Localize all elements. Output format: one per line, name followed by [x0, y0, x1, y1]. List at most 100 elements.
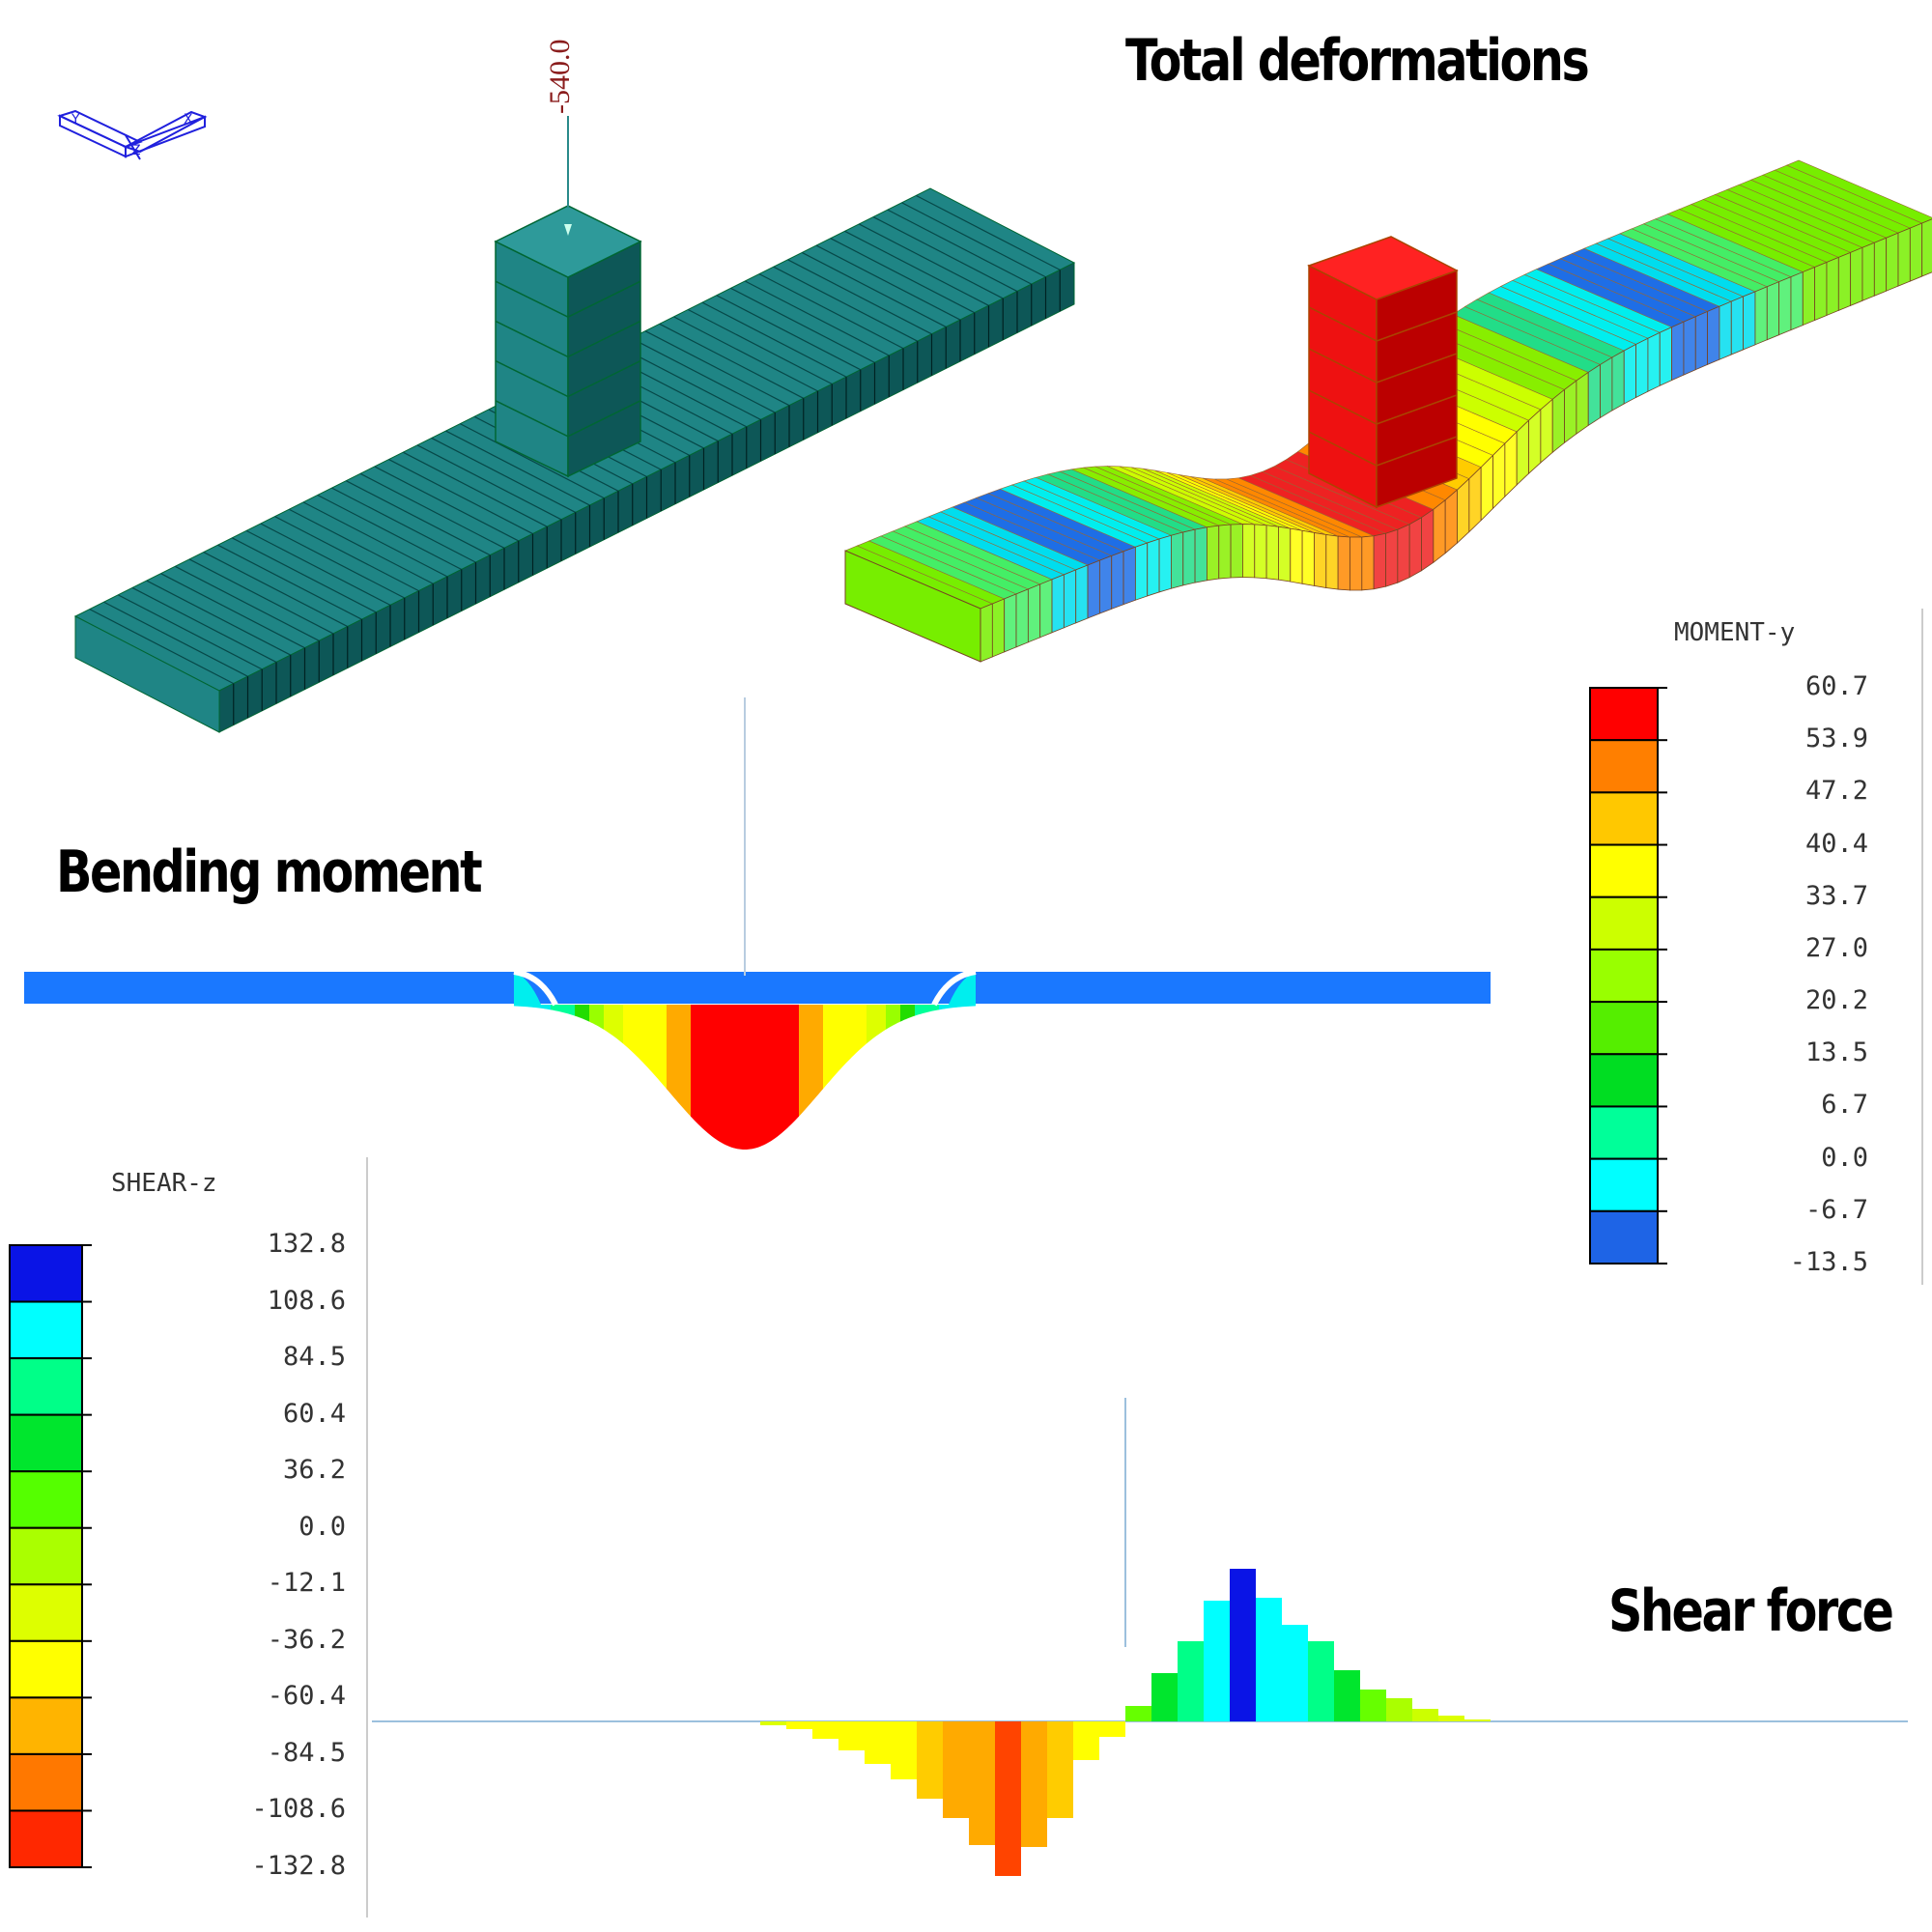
legend-tick-label: 84.5 [282, 1342, 346, 1373]
beam-mesh-line [773, 266, 919, 342]
undeformed-beam-model [73, 187, 1076, 733]
beam-mesh-line [146, 580, 292, 656]
legend-tick-label: -132.8 [251, 1851, 346, 1881]
legend-color-swatch [9, 1809, 83, 1869]
deformed-beam-side-segment [1134, 542, 1149, 601]
beam-mesh-line [402, 451, 548, 527]
deformed-beam-side-segment [1861, 242, 1875, 301]
deformed-beam-side-segment [1421, 508, 1435, 572]
beam-mesh-line [716, 295, 862, 371]
deformed-beam-side-segment [1683, 316, 1696, 376]
legend-color-swatch [9, 1244, 83, 1303]
deformed-beam-side-segment [1778, 276, 1792, 336]
legend-tick-label: -12.1 [267, 1568, 346, 1599]
deformed-beam-side-segment [1468, 466, 1482, 533]
moment-diagram-band [691, 1005, 799, 1150]
deformed-beam-side-segment [1826, 256, 1839, 317]
deformed-beam-side-segment [1921, 218, 1932, 277]
beam-mesh-line [345, 480, 491, 556]
shear-bar-positive [1360, 1690, 1386, 1721]
deformed-beam-side-segment [1457, 477, 1470, 544]
shear-bar-negative [1021, 1721, 1047, 1847]
beam-end-face [74, 615, 220, 733]
legend-tick-label: -36.2 [267, 1624, 346, 1655]
shear-bar-positive [1412, 1709, 1438, 1721]
legend-color-swatch [1589, 895, 1659, 951]
legend-color-swatch [1589, 1105, 1659, 1160]
legend-tick-label: 36.2 [282, 1455, 346, 1486]
beam-mesh-line [131, 586, 277, 663]
deformed-column-right-face [1376, 269, 1458, 509]
deformed-beam-side-segment [1551, 388, 1565, 454]
deformed-column-mesh-line [1308, 306, 1458, 342]
legend-color-swatch [1589, 1001, 1659, 1056]
beam-mesh-line [416, 444, 562, 521]
shear-bar-positive [1464, 1719, 1491, 1721]
deformed-beam-side-segment [1909, 222, 1923, 282]
shear-bar-positive [1438, 1716, 1464, 1721]
shear-bar-negative [969, 1721, 995, 1845]
legend-tick-label: 47.2 [1804, 776, 1868, 807]
shear-bar-negative [995, 1721, 1021, 1876]
deformed-beam-side-segment [1587, 363, 1601, 427]
deformed-beam-side-segment [1039, 579, 1053, 639]
legend-color-swatch [1589, 739, 1659, 794]
beam-mesh-line [459, 423, 605, 499]
shear-bar-negative [760, 1721, 786, 1725]
legend-color-swatch [9, 1752, 83, 1812]
shear-force-title: Shear force [1608, 1577, 1894, 1645]
legend-tick-label: -84.5 [267, 1737, 346, 1768]
deformed-beam-side-segment [1098, 554, 1113, 614]
shear-bar-positive [1178, 1641, 1204, 1721]
deformed-beam-side-segment [1730, 296, 1744, 355]
deformed-beam-side-segment [1158, 534, 1172, 593]
moment-diagram-band [939, 1005, 976, 1010]
deformed-beam-side-segment [1873, 237, 1888, 297]
beam-mesh-line [374, 466, 520, 542]
beam-mesh-line [730, 287, 875, 363]
beam-mesh-line [630, 337, 776, 413]
legend-color-swatch [1589, 1053, 1659, 1108]
moment-diagram-band [867, 1005, 886, 1044]
axis-triad-icon: Y X Z [57, 109, 208, 160]
deformed-beam-side-segment [1122, 546, 1136, 606]
deformed-beam-side-segment [1230, 524, 1243, 579]
column-top-face [494, 205, 642, 278]
shear-bar-positive [1386, 1698, 1412, 1721]
load-arrow-icon [564, 224, 572, 236]
beam-mesh-line [160, 573, 305, 649]
beam-mesh-line [701, 301, 847, 378]
deformed-beam-side-segment [1694, 310, 1708, 371]
column-left-face [495, 240, 569, 478]
shear-bar-positive [1125, 1706, 1151, 1721]
deformed-column-top-face [1307, 236, 1459, 300]
beam-mesh-line [217, 544, 362, 620]
shear-bar-positive [1282, 1625, 1308, 1721]
deformed-beam-side-segment [1242, 524, 1256, 579]
legend-tick-label: 0.0 [298, 1511, 346, 1542]
legend-tick-label: 0.0 [1821, 1142, 1868, 1173]
column-mesh-line [495, 320, 641, 358]
deformed-beam-side-segment [1671, 321, 1685, 382]
deformed-beam-side-segment [1576, 371, 1589, 435]
deformed-beam-side-segment [1492, 442, 1506, 510]
deformed-beam-side-segment [1837, 251, 1852, 311]
moment-legend-colorbar [1589, 687, 1667, 1265]
legend-tick-label: 108.6 [267, 1285, 346, 1316]
beam-mesh-line [174, 565, 320, 641]
deformed-beam-side-segment [1218, 524, 1232, 580]
deformed-beam-side-segment [1111, 551, 1124, 610]
beam-mesh-line [915, 194, 1061, 270]
axis-z-label: Z [131, 143, 141, 158]
beam-mesh-line [673, 316, 818, 392]
beam-mesh-line [274, 516, 419, 592]
deformed-beam-side-segment [1051, 574, 1065, 634]
legend-tick-label: 60.4 [282, 1398, 346, 1429]
shear-bar-negative [812, 1721, 838, 1739]
deformed-beam-side-segment [1015, 588, 1029, 648]
shear-bar-negative [917, 1721, 943, 1799]
deformed-beam-side-segment [1373, 532, 1386, 590]
shear-legend-title: SHEAR-z [111, 1169, 217, 1198]
beam-mesh-line [431, 437, 577, 513]
deformed-beam-side-segment [1647, 331, 1661, 392]
